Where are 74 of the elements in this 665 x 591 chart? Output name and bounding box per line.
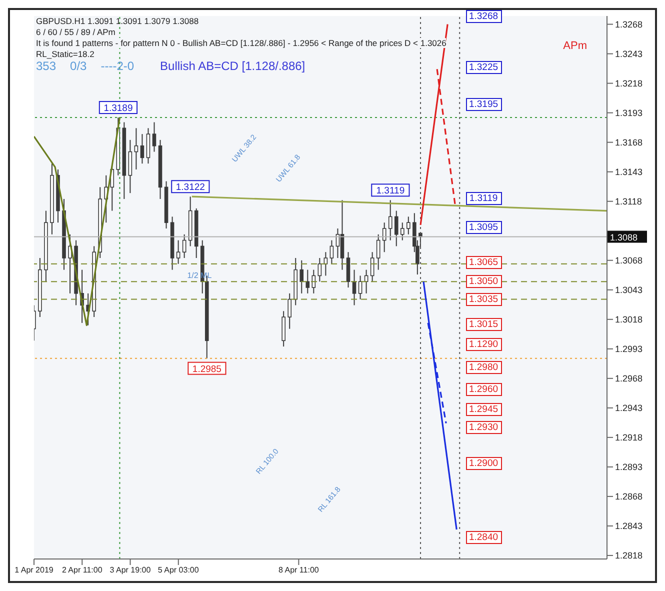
annotation: 1.2985	[192, 364, 222, 375]
candlestick	[134, 128, 138, 170]
text: 6 / 60 / 55 / 89 / APm	[36, 27, 116, 38]
candlestick	[140, 134, 144, 164]
annotation: 1.1290	[466, 338, 502, 351]
annotation: 0/3	[70, 59, 87, 73]
candlestick	[400, 222, 404, 241]
y-tick-label: 1.2893	[615, 462, 643, 472]
y-tick-label: 1.2918	[615, 432, 643, 443]
annotation: It is found 1 patterns - for pattern N 0 - Bullish AB=CD [1.128/.886] - 1.2956 < Range of the prices D < 1.3026	[36, 38, 446, 48]
annotation: 1.2930	[466, 421, 502, 434]
annotation: 1.3268	[466, 10, 502, 23]
annotation: 1.3035	[466, 293, 502, 306]
y-tick-label: 1.2968	[615, 374, 643, 384]
annotation: 1.2960	[466, 383, 502, 396]
candlestick	[358, 275, 362, 300]
candlestick	[388, 200, 392, 241]
y-tick-label: 1.3168	[615, 138, 643, 148]
annotation: 1.3065	[466, 256, 502, 269]
x-tick-label: 8 Apr 11:00	[278, 566, 320, 575]
candlestick	[282, 310, 286, 348]
annotation: 1.3119	[376, 186, 405, 197]
x-tick-label: 5 Apr 03:00	[158, 566, 200, 575]
y-tick-label: 1.3218	[615, 78, 643, 88]
candlestick	[330, 240, 334, 264]
candlestick	[146, 128, 150, 164]
annotation: 1.3095	[466, 221, 502, 234]
x-tick-label: 3 Apr 19:00	[110, 566, 152, 575]
x-tick-label: 1 Apr 2019	[14, 566, 54, 575]
candlestick	[346, 252, 350, 288]
annotation: 1.3119	[466, 192, 502, 205]
annotation: 1.3225	[466, 61, 502, 74]
annotation: 1.2980	[466, 361, 502, 374]
y-tick-label: 1.2843	[615, 521, 643, 532]
candlestick	[376, 234, 380, 270]
y-tick-label: 1.3143	[615, 167, 643, 178]
candlestick	[406, 216, 410, 235]
y-tick-label: 1.3243	[615, 48, 643, 59]
y-tick-label: 1.3068	[615, 256, 643, 266]
candlestick	[318, 257, 322, 282]
y-tick-label: 1.2818	[615, 550, 643, 561]
y-tick-label: 1.2993	[615, 344, 643, 354]
y-tick-label: 1.3193	[615, 108, 643, 118]
candlestick	[182, 234, 186, 258]
candlestick	[152, 122, 156, 152]
annotation: 1.3189	[104, 103, 133, 114]
annotation: RL_Static=18.2	[36, 49, 94, 59]
annotation: Bullish AB=CD [1.128/.886]	[160, 59, 306, 73]
candlestick	[306, 269, 310, 294]
annotation: 1.3195	[466, 98, 502, 111]
x-tick-label: 2 Apr 11:00	[62, 566, 103, 575]
y-tick-label: 1.2868	[615, 492, 643, 502]
annotation: 1.2900	[466, 457, 502, 470]
annotation: APm	[563, 40, 587, 52]
line-series	[34, 116, 121, 326]
candlestick	[394, 210, 398, 247]
annotation: 1.2840	[466, 531, 502, 544]
annotation: 353	[36, 59, 56, 73]
ref-line-label: 1.3088	[610, 232, 638, 243]
y-tick-label: 1.3043	[615, 285, 643, 296]
annotation: 1.3122	[176, 182, 205, 194]
candlestick	[128, 139, 132, 194]
candlestick	[176, 240, 180, 264]
y-tick-label: 1.2943	[615, 403, 643, 414]
annotation: ----2-0	[100, 59, 134, 73]
chart-title: GBPUSD.H1 1.3091 1.3091 1.3079 1.3088	[36, 16, 200, 27]
annotation: 1.3050	[466, 275, 502, 288]
y-tick-label: 1.3018	[615, 314, 643, 325]
candlestick	[288, 292, 292, 330]
y-tick-label: 1.3268	[615, 19, 643, 30]
annotation: 1.2945	[466, 403, 502, 416]
annotation: 1.3015	[466, 318, 502, 331]
candlestick	[300, 260, 304, 294]
y-tick-label: 1.3118	[615, 196, 642, 207]
